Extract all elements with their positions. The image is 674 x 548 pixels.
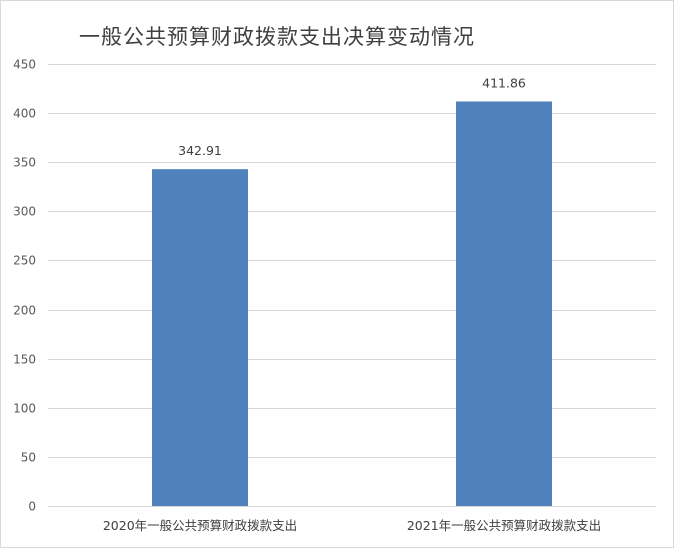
data-label-1: 411.86 (482, 75, 526, 90)
bar-1 (456, 101, 552, 507)
y-tick-label: 150 (13, 353, 36, 367)
bars (152, 101, 552, 507)
y-tick-label: 450 (13, 58, 36, 72)
y-axis-ticks: 0 50 100 150 200 250 300 350 400 450 (13, 58, 36, 514)
chart-title: 一般公共预算财政拨款支出决算变动情况 (79, 25, 475, 49)
category-label-1: 2021年一般公共预算财政拨款支出 (407, 518, 601, 533)
gridlines (48, 64, 656, 507)
x-axis-categories: 2020年一般公共预算财政拨款支出 2021年一般公共预算财政拨款支出 (103, 518, 601, 533)
y-tick-label: 350 (13, 156, 36, 170)
category-label-0: 2020年一般公共预算财政拨款支出 (103, 518, 297, 533)
y-tick-label: 50 (21, 451, 36, 465)
y-tick-label: 300 (13, 205, 36, 219)
data-label-0: 342.91 (178, 143, 222, 158)
data-labels: 342.91 411.86 (178, 75, 526, 158)
y-tick-label: 400 (13, 107, 36, 121)
bar-0 (152, 169, 248, 507)
y-tick-label: 100 (13, 402, 36, 416)
y-tick-label: 0 (28, 500, 36, 514)
y-tick-label: 250 (13, 254, 36, 268)
y-tick-label: 200 (13, 304, 36, 318)
